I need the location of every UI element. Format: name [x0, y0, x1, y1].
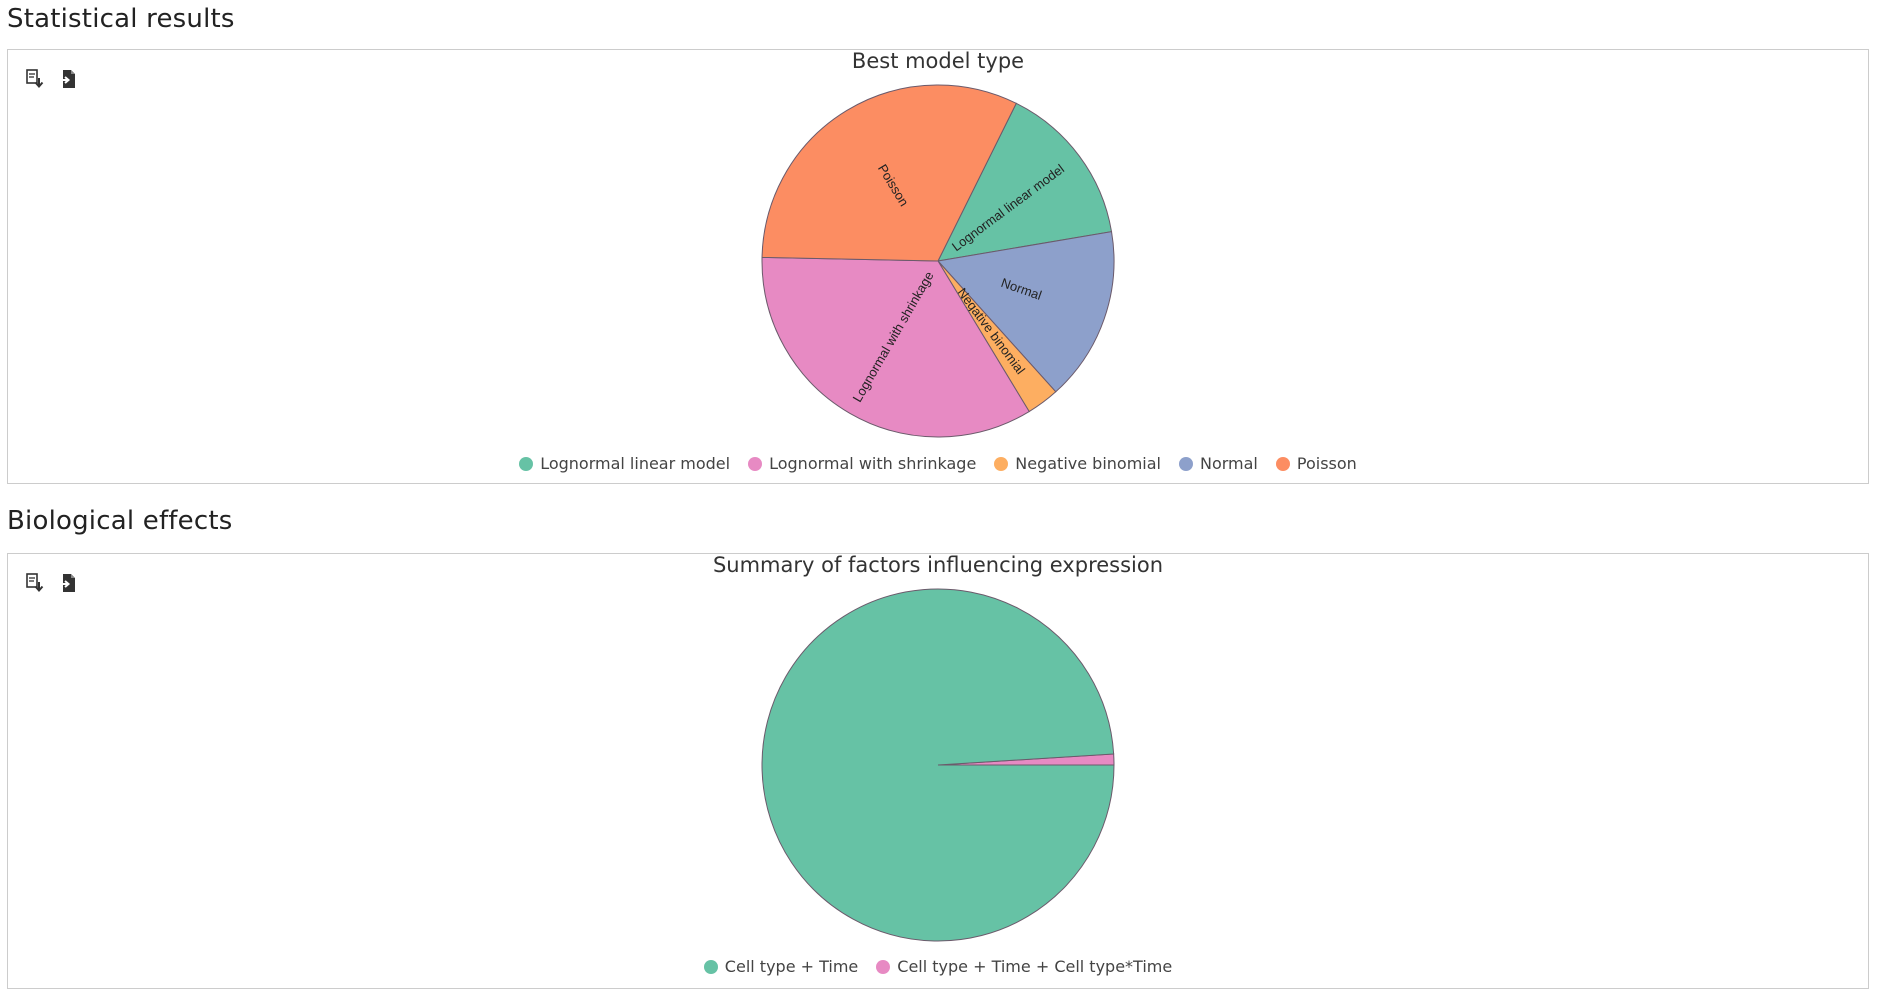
chart-toolbar [25, 572, 79, 594]
legend-item-lognormal-linear-model[interactable]: Lognormal linear model [519, 454, 730, 473]
pie-chart [761, 588, 1115, 942]
legend-label: Cell type + Time [724, 957, 859, 976]
export-data-icon[interactable] [59, 572, 79, 594]
legend-label: Normal [1199, 454, 1258, 473]
legend-item-poisson[interactable]: Poisson [1275, 454, 1357, 473]
pie-slice-cell-type-time[interactable] [761, 588, 1115, 942]
pie-slice-poisson[interactable] [761, 84, 1017, 262]
legend-item-negative-binomial[interactable]: Negative binomial [994, 454, 1161, 473]
legend-item-normal[interactable]: Normal [1178, 454, 1258, 473]
section-title-statistical-results: Statistical results [7, 4, 235, 34]
legend-marker [748, 456, 763, 471]
pie-slice-lognormal-linear-model[interactable] [937, 102, 1113, 262]
chart-panel-factors: Summary of factors influencing expressio… [7, 553, 1869, 989]
legend-label: Negative binomial [1015, 454, 1161, 473]
legend-marker [1275, 456, 1290, 471]
chart-toolbar [25, 68, 79, 90]
export-image-icon[interactable] [25, 68, 45, 90]
legend-item-cell-type-time[interactable]: Cell type + Time [703, 957, 859, 976]
legend-item-cell-type-time-cell-type-time[interactable]: Cell type + Time + Cell type*Time [876, 957, 1172, 976]
chart-title: Summary of factors influencing expressio… [712, 553, 1164, 577]
legend-marker [703, 959, 718, 974]
chart-title: Best model type [851, 49, 1025, 73]
pie-slice-lognormal-with-shrinkage[interactable] [761, 256, 1030, 438]
legend-label: Lognormal with shrinkage [769, 454, 977, 473]
legend-marker [994, 456, 1009, 471]
legend-marker [519, 456, 534, 471]
legend-marker [876, 959, 891, 974]
chart-legend: Lognormal linear model Lognormal with shr… [8, 454, 1868, 473]
section-title-biological-effects: Biological effects [7, 506, 233, 536]
pie-slice-normal[interactable] [937, 231, 1115, 393]
legend-label: Cell type + Time + Cell type*Time [897, 957, 1173, 976]
legend-item-lognormal-with-shrinkage[interactable]: Lognormal with shrinkage [748, 454, 976, 473]
legend-label: Lognormal linear model [540, 454, 731, 473]
legend-marker [1178, 456, 1193, 471]
export-image-icon[interactable] [25, 572, 45, 594]
export-data-icon[interactable] [59, 68, 79, 90]
chart-legend: Cell type + Time Cell type + Time + Cell … [8, 957, 1868, 976]
chart-panel-best-model: Best model type Lognormal linear model No… [7, 49, 1869, 484]
legend-label: Poisson [1296, 454, 1357, 473]
